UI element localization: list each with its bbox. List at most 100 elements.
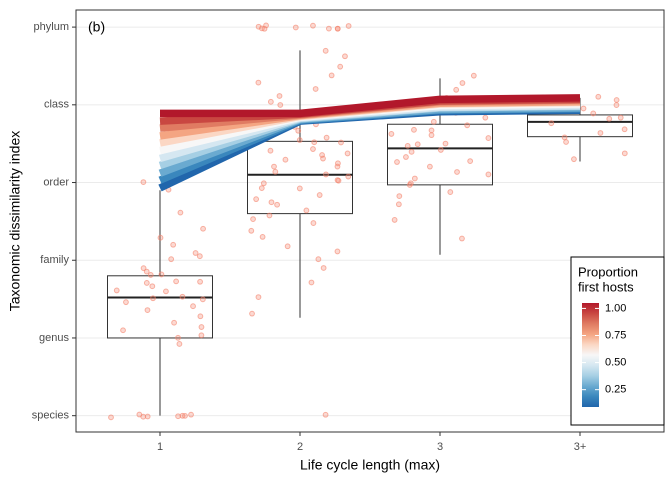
point — [171, 319, 177, 326]
point — [173, 278, 180, 285]
point — [345, 173, 352, 180]
point — [108, 414, 114, 421]
point — [320, 265, 327, 271]
point — [267, 98, 274, 105]
point — [296, 137, 303, 143]
point — [199, 296, 206, 303]
point — [177, 209, 184, 216]
point — [482, 114, 489, 121]
point — [259, 233, 266, 240]
point — [268, 199, 275, 206]
point — [337, 63, 344, 70]
point — [548, 120, 555, 127]
point — [344, 150, 351, 157]
point — [334, 25, 341, 32]
point — [613, 97, 620, 103]
point — [316, 192, 323, 198]
box — [247, 140, 353, 215]
point — [312, 86, 319, 92]
point — [158, 271, 165, 278]
point — [143, 268, 150, 275]
point — [196, 253, 203, 260]
point — [266, 212, 273, 219]
point — [157, 234, 164, 241]
point — [391, 217, 398, 223]
point — [295, 127, 302, 134]
point — [310, 146, 316, 152]
point — [255, 294, 262, 301]
colorbar-label: 1.00 — [605, 302, 626, 314]
point — [323, 171, 329, 178]
point — [303, 207, 310, 214]
point — [617, 114, 624, 121]
colorbar-label: 0.75 — [605, 329, 626, 341]
point — [338, 139, 344, 146]
panel-annotation: (b) — [88, 19, 105, 35]
point — [403, 154, 409, 160]
point — [426, 163, 433, 170]
point — [580, 105, 587, 112]
point — [249, 310, 255, 317]
point — [253, 196, 260, 203]
point — [182, 412, 188, 419]
point — [315, 256, 322, 263]
point — [328, 72, 335, 79]
point — [459, 235, 465, 242]
point — [198, 324, 205, 330]
point — [192, 250, 199, 256]
colorbar — [582, 303, 599, 407]
point — [388, 131, 395, 137]
point — [404, 142, 411, 149]
point — [430, 118, 437, 125]
point — [470, 72, 477, 79]
point — [123, 299, 129, 306]
point — [255, 23, 262, 30]
point — [345, 23, 352, 29]
point — [147, 272, 154, 278]
point — [595, 93, 602, 100]
point — [334, 177, 341, 183]
point — [198, 332, 205, 339]
point — [571, 156, 577, 163]
point — [453, 86, 460, 93]
point — [197, 313, 204, 320]
point — [170, 241, 177, 248]
x-tick-label: 3+ — [574, 441, 587, 453]
point — [411, 126, 417, 133]
point — [311, 139, 318, 146]
point — [143, 280, 150, 286]
point — [296, 185, 303, 192]
point — [334, 248, 341, 255]
point — [274, 201, 280, 208]
point — [284, 243, 291, 250]
point — [621, 150, 628, 157]
point — [428, 132, 435, 139]
point — [250, 216, 256, 223]
point — [561, 134, 568, 141]
y-tick-label: phylum — [34, 21, 69, 33]
point — [325, 25, 332, 32]
point — [120, 327, 126, 334]
colorbar-label: 0.25 — [605, 384, 626, 396]
point — [442, 140, 449, 147]
y-tick-label: species — [32, 410, 70, 422]
legend-title: first hosts — [578, 279, 634, 294]
box — [107, 275, 213, 339]
point — [144, 307, 151, 314]
point — [144, 413, 151, 420]
y-tick-label: order — [43, 176, 69, 188]
point — [140, 265, 147, 272]
colorbar-label: 0.50 — [605, 356, 626, 368]
point — [276, 93, 283, 99]
point — [411, 175, 418, 182]
point — [621, 126, 628, 133]
point — [200, 225, 206, 232]
point — [190, 303, 196, 310]
point — [271, 163, 277, 170]
point — [342, 53, 348, 60]
point — [168, 256, 175, 263]
point — [149, 283, 156, 290]
point — [255, 79, 262, 86]
point — [176, 341, 183, 347]
point — [597, 130, 604, 136]
